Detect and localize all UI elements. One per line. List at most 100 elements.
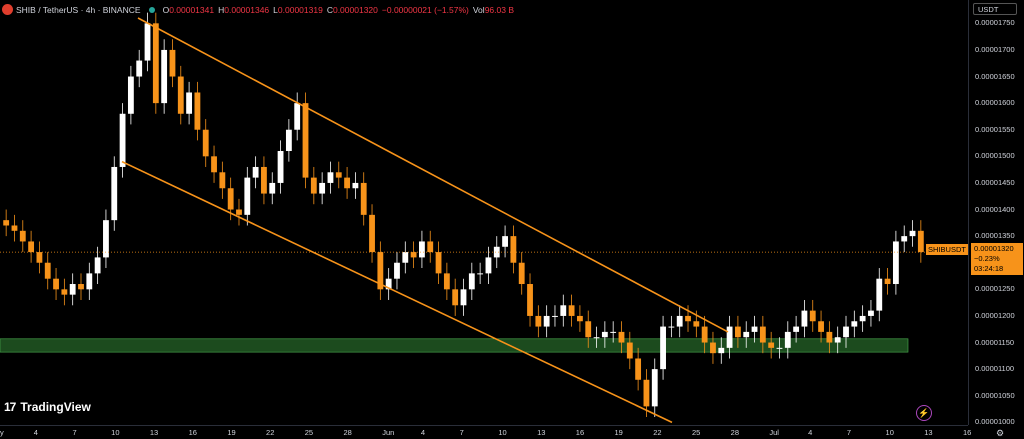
candle[interactable] [643, 379, 650, 407]
lightning-icon[interactable]: ⚡ [916, 405, 932, 421]
candle[interactable] [78, 284, 84, 290]
candle[interactable] [718, 347, 725, 354]
channel-upper-line[interactable] [137, 17, 729, 333]
candle[interactable] [69, 284, 76, 295]
candle[interactable] [127, 76, 134, 114]
candle[interactable] [136, 60, 143, 77]
candle[interactable] [801, 310, 808, 327]
candle[interactable] [169, 49, 176, 77]
candle[interactable] [427, 241, 434, 253]
candle[interactable] [310, 177, 317, 194]
candle[interactable] [94, 257, 101, 274]
candle[interactable] [859, 315, 866, 322]
candle[interactable] [660, 326, 666, 370]
candle[interactable] [352, 182, 359, 189]
candle[interactable] [86, 273, 93, 290]
candle[interactable] [535, 315, 542, 327]
candle[interactable] [11, 225, 18, 231]
candle[interactable] [693, 321, 700, 327]
candle[interactable] [177, 76, 184, 114]
candle[interactable] [851, 321, 858, 327]
candle[interactable] [510, 236, 517, 263]
candle[interactable] [402, 252, 409, 263]
candle[interactable] [468, 273, 475, 290]
candle[interactable] [834, 337, 841, 343]
candle[interactable] [19, 230, 26, 242]
candle[interactable] [868, 310, 874, 316]
candle[interactable] [793, 326, 800, 332]
candle[interactable] [319, 182, 326, 194]
candle[interactable] [751, 326, 758, 332]
candle[interactable] [385, 278, 392, 290]
candle[interactable] [3, 220, 10, 226]
candle[interactable] [452, 289, 459, 306]
candle[interactable] [493, 246, 500, 258]
candle[interactable] [144, 23, 151, 61]
candle[interactable] [360, 182, 367, 215]
symbol-title[interactable]: SHIB / TetherUS · 4h · BINANCE [16, 4, 141, 15]
candle[interactable] [577, 315, 583, 322]
candle[interactable] [743, 331, 750, 338]
candle[interactable] [327, 172, 334, 183]
candle[interactable] [585, 321, 592, 338]
candle[interactable] [277, 151, 284, 183]
candle[interactable] [776, 347, 783, 349]
candle[interactable] [44, 262, 51, 279]
settings-gear-icon[interactable]: ⚙ [996, 428, 1005, 438]
candle[interactable] [635, 358, 642, 380]
candle[interactable] [111, 166, 118, 221]
candle[interactable] [410, 252, 417, 258]
candle[interactable] [377, 252, 384, 290]
candle[interactable] [219, 172, 226, 189]
candle[interactable] [344, 177, 350, 189]
candle[interactable] [768, 342, 775, 348]
candle[interactable] [53, 278, 59, 290]
candle[interactable] [485, 257, 492, 274]
candle[interactable] [369, 214, 375, 253]
time-scale[interactable]: y 4 7 10 13 16 19 22 25 28 Jun 4 7 10 13 16 19 22 25 28 Jul 4… [0, 425, 971, 439]
candle[interactable] [261, 166, 267, 194]
candle[interactable] [252, 166, 259, 178]
candle[interactable] [335, 172, 342, 178]
channel-lower-line[interactable] [121, 160, 673, 424]
price-scale[interactable]: USDT 0.00001750 0.00001700 0.00001650 0.000… [968, 0, 1024, 426]
candle[interactable] [61, 289, 68, 295]
candle[interactable] [28, 241, 35, 253]
candle[interactable] [651, 369, 658, 407]
candle[interactable] [294, 103, 301, 130]
candle[interactable] [186, 92, 193, 114]
candle[interactable] [726, 326, 733, 348]
candle[interactable] [527, 284, 533, 316]
candle[interactable] [884, 278, 891, 285]
candle[interactable] [244, 177, 251, 215]
candle[interactable] [502, 236, 508, 247]
candle[interactable] [161, 49, 168, 104]
candle[interactable] [419, 241, 425, 258]
candle[interactable] [443, 273, 450, 290]
candle[interactable] [610, 331, 617, 333]
candle[interactable] [460, 289, 467, 306]
candle[interactable] [560, 305, 567, 316]
candle[interactable] [552, 315, 558, 317]
candle[interactable] [759, 326, 766, 343]
currency-selector[interactable]: USDT [973, 3, 1017, 15]
candle[interactable] [901, 236, 908, 242]
candle[interactable] [809, 310, 816, 322]
candle[interactable] [302, 103, 309, 178]
candlestick-chart[interactable] [0, 0, 968, 425]
candle[interactable] [269, 182, 276, 194]
candle[interactable] [710, 342, 716, 354]
tradingview-logo[interactable]: 17 TradingView [4, 400, 91, 414]
chart-area[interactable]: SHIB / TetherUS · 4h · BINANCE O 0.000013… [0, 0, 968, 425]
candle[interactable] [685, 315, 691, 322]
candle[interactable] [701, 326, 708, 343]
candle[interactable] [36, 252, 43, 263]
candle[interactable] [236, 209, 242, 215]
candle[interactable] [119, 113, 126, 167]
candle[interactable] [211, 156, 217, 173]
candle[interactable] [593, 337, 600, 339]
candle[interactable] [543, 315, 550, 327]
candle[interactable] [826, 331, 833, 343]
candle[interactable] [909, 230, 916, 237]
candle[interactable] [626, 342, 633, 359]
